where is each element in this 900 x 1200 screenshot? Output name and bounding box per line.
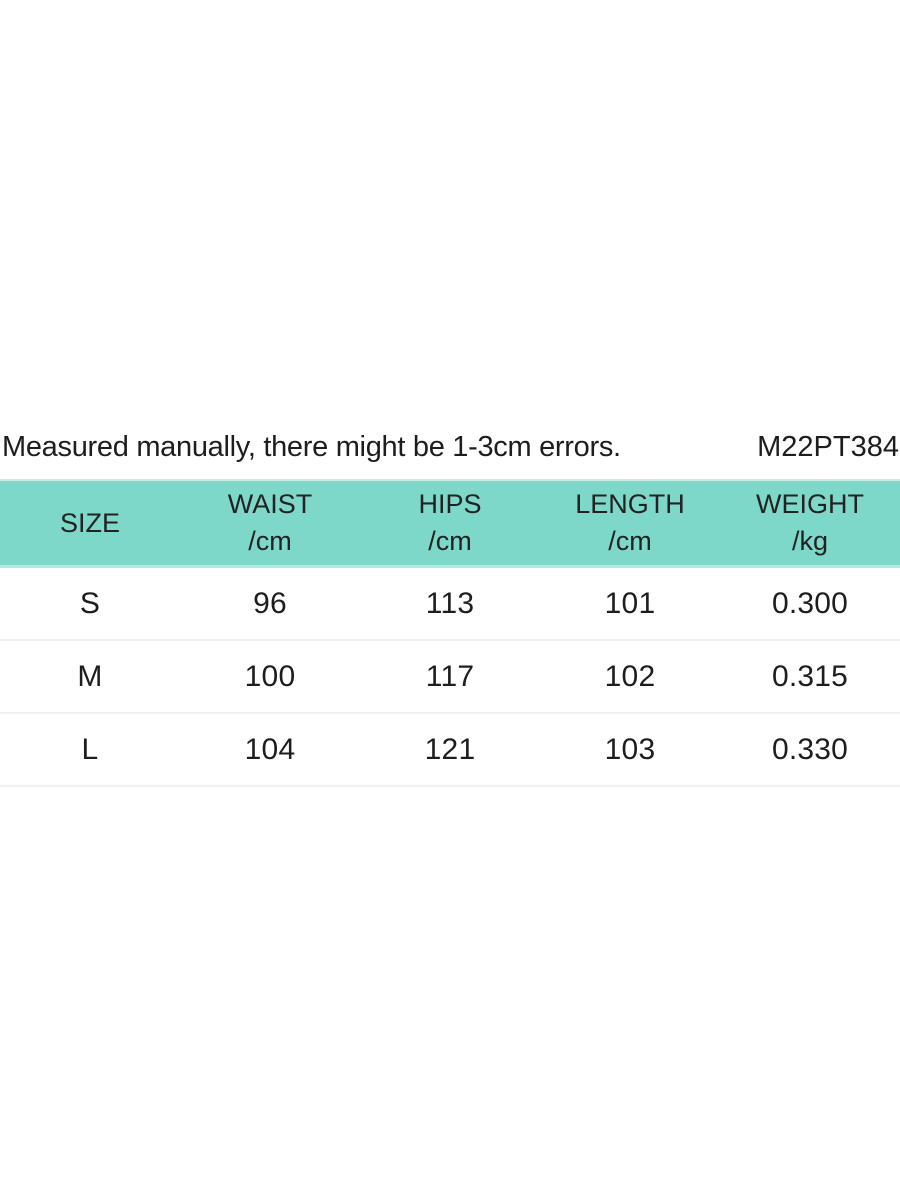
- column-label: SIZE: [59, 507, 120, 538]
- note-row: Measured manually, there might be 1-3cm …: [0, 424, 900, 470]
- cell-waist: 104: [244, 732, 296, 766]
- table-header-row: SIZE WAIST /cm HIPS /cm LENGTH /cm WEIGH…: [0, 479, 900, 568]
- cell-waist: 100: [244, 659, 296, 693]
- column-label: WEIGHT: [756, 489, 864, 519]
- cell-size: M: [77, 659, 103, 693]
- cell-weight: 0.300: [771, 586, 849, 620]
- column-unit: /cm: [248, 526, 292, 556]
- column-unit: /kg: [791, 526, 829, 556]
- cell-weight: 0.315: [771, 659, 849, 693]
- cell-hips: 117: [425, 659, 475, 693]
- column-unit: /cm: [608, 526, 652, 556]
- measurement-note: Measured manually, there might be 1-3cm …: [2, 430, 621, 463]
- header-cell-length: LENGTH /cm: [540, 481, 720, 565]
- cell-hips: 113: [425, 586, 475, 620]
- cell-length: 101: [604, 586, 656, 620]
- column-unit: /cm: [428, 526, 472, 556]
- header-cell-hips: HIPS /cm: [360, 481, 540, 565]
- column-label: HIPS: [418, 489, 482, 519]
- cell-hips: 121: [424, 732, 476, 766]
- cell-length: 102: [604, 659, 656, 693]
- header-cell-weight: WEIGHT /kg: [720, 481, 900, 565]
- cell-waist: 96: [253, 586, 287, 620]
- column-label: LENGTH: [575, 489, 685, 519]
- cell-length: 103: [604, 732, 656, 766]
- cell-weight: 0.330: [771, 732, 849, 766]
- cell-size: S: [79, 586, 101, 620]
- header-cell-waist: WAIST /cm: [180, 481, 360, 565]
- cell-size: L: [81, 732, 99, 766]
- product-code: M22PT384: [757, 430, 899, 463]
- table-row: M 100 117 102 0.315: [0, 641, 900, 714]
- column-label: WAIST: [227, 489, 313, 519]
- header-cell-size: SIZE: [0, 481, 180, 565]
- size-table: SIZE WAIST /cm HIPS /cm LENGTH /cm WEIGH…: [0, 479, 900, 787]
- table-row: L 104 121 103 0.330: [0, 714, 900, 787]
- table-row: S 96 113 101 0.300: [0, 568, 900, 641]
